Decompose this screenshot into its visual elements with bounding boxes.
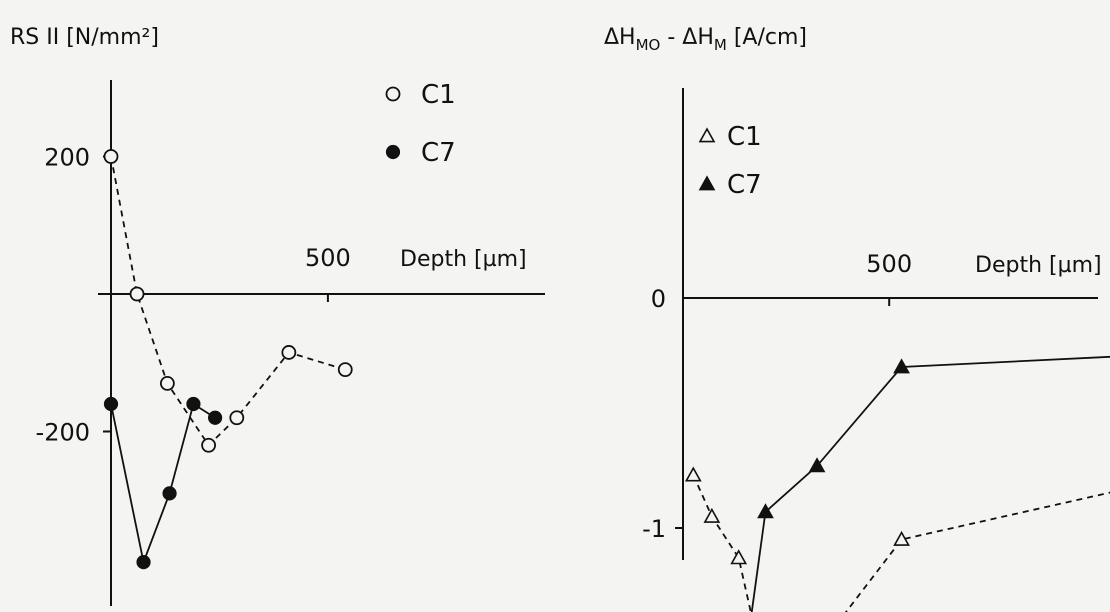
series-c1 (103, 149, 353, 453)
data-point-c1 (281, 345, 297, 360)
x-tick-label: 500 (866, 250, 912, 278)
data-point-c1 (893, 530, 910, 546)
right-y-title-unit: [A/cm] (727, 25, 807, 50)
y-tick-label: 200 (44, 144, 90, 172)
right-legend: C1 C7 (698, 122, 762, 200)
data-point-c1 (129, 286, 145, 302)
legend-marker-c7 (698, 175, 716, 191)
data-point-c1 (703, 507, 721, 523)
series-line-c1 (110, 156, 346, 447)
data-point-c7 (808, 457, 826, 473)
legend-marker-c1 (698, 127, 716, 143)
data-point-c1 (103, 149, 119, 164)
right-y-title-part1: ΔH (604, 25, 636, 50)
y-tick-label: -1 (642, 515, 666, 543)
y-tick-label: 0 (651, 285, 666, 313)
left-ticks: 500 200 -200 (36, 144, 351, 447)
right-y-title-sub2: M (714, 36, 727, 54)
right-series-layer (684, 355, 1110, 612)
data-point-c7 (208, 410, 223, 425)
series-c7 (750, 355, 1110, 612)
data-point-c7 (757, 503, 774, 519)
series-line-c7 (750, 355, 1110, 612)
right-x-axis-title: Depth [µm] (975, 253, 1102, 278)
data-point-c7 (186, 396, 201, 412)
data-point-c1 (229, 410, 245, 426)
series-line-c7 (110, 402, 216, 566)
right-y-axis-title: ΔHMO - ΔHM [A/cm] (604, 25, 807, 54)
legend-marker-c1 (385, 86, 401, 102)
right-y-title-sub1: MO (636, 36, 661, 54)
data-point-c1 (337, 362, 353, 378)
data-point-c1 (201, 437, 217, 453)
data-point-c1 (730, 549, 748, 565)
left-x-axis-title: Depth [µm] (400, 247, 527, 272)
left-y-axis-title: RS II [N/mm²] (10, 25, 159, 50)
series-c7 (103, 396, 223, 570)
data-point-c7 (162, 486, 177, 501)
data-point-c7 (893, 358, 910, 374)
legend-label-c7: C7 (727, 170, 762, 200)
right-y-title-part2: - ΔH (660, 25, 714, 50)
y-tick-label: -200 (36, 419, 90, 447)
data-point-c7 (136, 555, 151, 570)
legend-label-c7: C7 (421, 138, 456, 168)
data-point-c7 (103, 396, 119, 412)
data-point-c1 (684, 466, 702, 482)
data-point-c1 (159, 375, 175, 391)
residual-stress-chart: RS II [N/mm²] Depth [µm] 500 200 -200 C1 C7 (10, 25, 545, 606)
x-tick-label: 500 (305, 244, 351, 272)
left-legend: C1 C7 (385, 80, 456, 168)
legend-label-c1: C1 (421, 80, 456, 110)
series-c1 (684, 466, 1110, 612)
legend-marker-c7 (385, 144, 401, 160)
left-series-layer (103, 149, 353, 570)
legend-label-c1: C1 (727, 122, 762, 152)
